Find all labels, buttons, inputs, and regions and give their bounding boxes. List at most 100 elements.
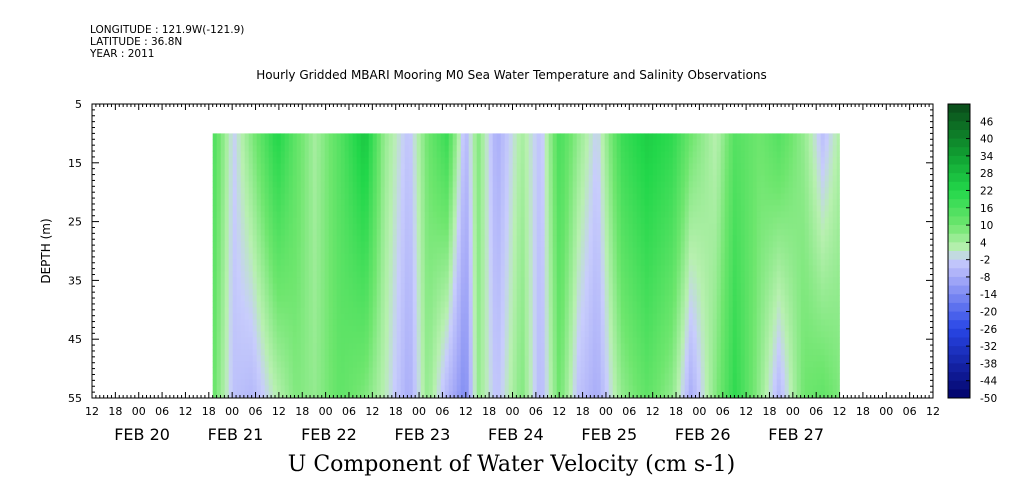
heatmap-cell: [364, 199, 369, 206]
heatmap-cell: [400, 319, 405, 326]
heatmap-cell: [460, 169, 465, 176]
heatmap-cell: [428, 235, 433, 242]
heatmap-cell: [412, 235, 417, 242]
heatmap-cell: [408, 169, 413, 176]
heatmap-cell: [640, 331, 645, 338]
heatmap-cell: [292, 259, 297, 266]
heatmap-cell: [548, 211, 553, 218]
heatmap-cell: [336, 199, 341, 206]
heatmap-cell: [256, 295, 261, 302]
heatmap-cell: [472, 379, 477, 386]
heatmap-cell: [652, 229, 657, 236]
heatmap-cell: [348, 211, 353, 218]
heatmap-cell: [368, 157, 373, 164]
heatmap-cell: [628, 271, 633, 278]
heatmap-cell: [564, 217, 569, 224]
heatmap-cell: [288, 337, 293, 344]
heatmap-cell: [500, 349, 505, 356]
heatmap-cell: [500, 169, 505, 176]
heatmap-cell: [236, 361, 241, 368]
heatmap-cell: [320, 307, 325, 314]
heatmap-cell: [484, 379, 489, 386]
heatmap-cell: [436, 217, 441, 224]
heatmap-cell: [648, 283, 653, 290]
heatmap-cell: [576, 151, 581, 158]
heatmap-cell: [392, 313, 397, 320]
heatmap-cell: [304, 379, 309, 386]
heatmap-cell: [536, 349, 541, 356]
heatmap-cell: [504, 307, 509, 314]
heatmap-cell: [480, 295, 485, 302]
heatmap-cell: [288, 193, 293, 200]
heatmap-cell: [240, 259, 245, 266]
heatmap-cell: [572, 211, 577, 218]
heatmap-cell: [276, 313, 281, 320]
heatmap-cell: [440, 319, 445, 326]
heatmap-cell: [420, 223, 425, 230]
heatmap-cell: [348, 331, 353, 338]
heatmap-cell: [572, 355, 577, 362]
heatmap-cell: [516, 217, 521, 224]
heatmap-cell: [308, 187, 313, 194]
heatmap-cell: [264, 289, 269, 296]
heatmap-cell: [576, 361, 581, 368]
heatmap-cell: [608, 319, 613, 326]
heatmap-cell: [216, 379, 221, 386]
heatmap-cell: [232, 133, 237, 140]
heatmap-cell: [520, 217, 525, 224]
heatmap-cell: [528, 367, 533, 374]
heatmap-cell: [284, 361, 289, 368]
heatmap-cell: [588, 325, 593, 332]
heatmap-cell: [324, 217, 329, 224]
heatmap-cell: [244, 163, 249, 170]
heatmap-cell: [452, 133, 457, 140]
heatmap-cell: [588, 307, 593, 314]
heatmap-cell: [564, 181, 569, 188]
heatmap-cell: [224, 247, 229, 254]
heatmap-cell: [392, 241, 397, 248]
heatmap-cell: [412, 151, 417, 158]
heatmap-cell: [284, 133, 289, 140]
heatmap-cell: [528, 241, 533, 248]
heatmap-cell: [564, 337, 569, 344]
heatmap-cell: [548, 199, 553, 206]
heatmap-cell: [424, 241, 429, 248]
heatmap-cell: [212, 319, 217, 326]
heatmap-cell: [472, 229, 477, 236]
heatmap-cell: [300, 187, 305, 194]
heatmap-cell: [364, 217, 369, 224]
heatmap-cell: [520, 175, 525, 182]
heatmap-cell: [416, 343, 421, 350]
heatmap-cell: [232, 367, 237, 374]
heatmap-cell: [428, 157, 433, 164]
heatmap-cell: [292, 373, 297, 380]
heatmap-cell: [640, 247, 645, 254]
heatmap-cell: [504, 241, 509, 248]
heatmap-cell: [444, 289, 449, 296]
heatmap-cell: [492, 373, 497, 380]
heatmap-cell: [556, 343, 561, 350]
heatmap-cell: [532, 391, 537, 398]
heatmap-cell: [600, 205, 605, 212]
heatmap-cell: [472, 253, 477, 260]
heatmap-cell: [380, 145, 385, 152]
heatmap-cell: [604, 241, 609, 248]
heatmap-cell: [256, 181, 261, 188]
heatmap-cell: [640, 343, 645, 350]
heatmap-cell: [524, 337, 529, 344]
heatmap-cell: [376, 139, 381, 146]
heatmap-cell: [344, 349, 349, 356]
heatmap-cell: [284, 391, 289, 398]
heatmap-cell: [556, 319, 561, 326]
heatmap-cell: [360, 283, 365, 290]
heatmap-cell: [556, 355, 561, 362]
heatmap-cell: [628, 301, 633, 308]
heatmap-cell: [584, 301, 589, 308]
heatmap-cell: [532, 181, 537, 188]
heatmap-cell: [596, 193, 601, 200]
heatmap-cell: [236, 337, 241, 344]
heatmap-cell: [400, 283, 405, 290]
heatmap-cell: [524, 343, 529, 350]
heatmap-cell: [404, 325, 409, 332]
heatmap-cell: [648, 223, 653, 230]
